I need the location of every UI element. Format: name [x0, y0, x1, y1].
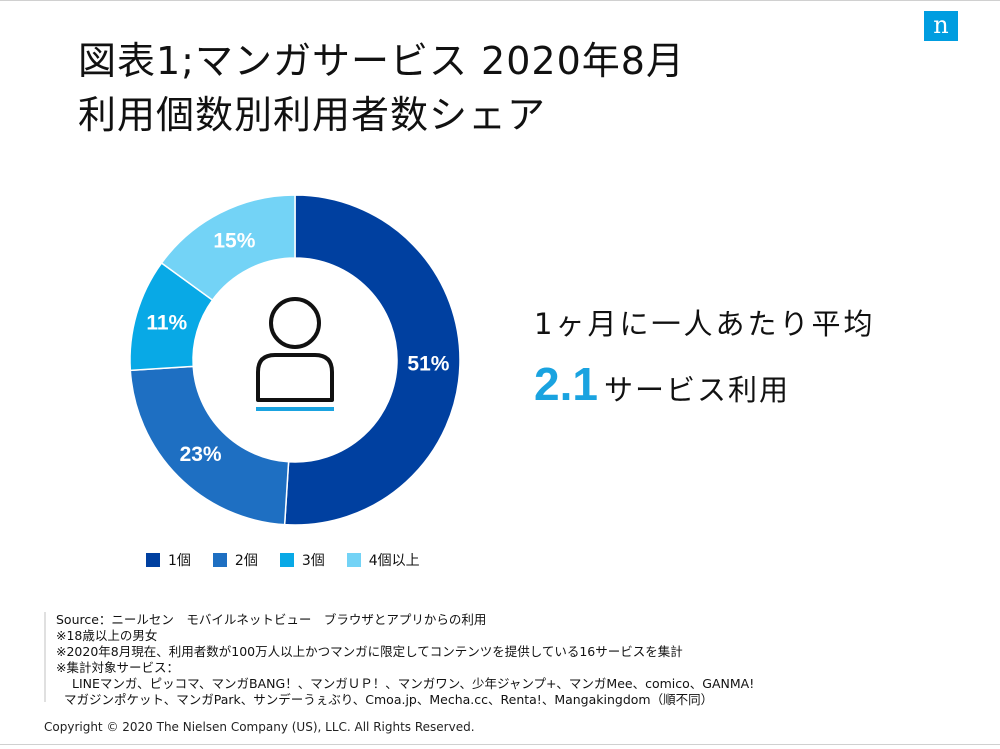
- legend-swatch: [346, 553, 361, 567]
- callout-unit: サービス利用: [603, 373, 790, 407]
- notes-bar: [44, 612, 46, 702]
- note-line: LINEマンガ、ピッコマ、マンガBANG！、マンガＵＰ！、マンガワン、少年ジャン…: [72, 676, 755, 691]
- legend-swatch: [212, 553, 227, 567]
- page-title: 図表1;マンガサービス 2020年8月 利用個数別利用者数シェア: [78, 34, 918, 142]
- bottom-rule: [0, 744, 1000, 745]
- legend-label: 1個: [168, 553, 191, 569]
- legend-item: 3個: [279, 550, 325, 570]
- legend-label: 2個: [234, 553, 258, 569]
- slice-label-3: 11%: [146, 311, 187, 334]
- copyright: Copyright © 2020 The Nielsen Company (US…: [44, 720, 475, 734]
- note-line: Source：ニールセン モバイルネットビュー ブラウザとアプリからの利用: [56, 612, 487, 627]
- legend-swatch: [279, 553, 294, 567]
- nielsen-logo: n: [924, 11, 958, 41]
- slice-label-1: 51%: [407, 353, 449, 376]
- note-line: ※18歳以上の男女: [56, 628, 158, 643]
- legend-label: 3個: [301, 553, 325, 569]
- legend-item: 2個: [212, 550, 258, 570]
- slice-label-4: 15%: [213, 230, 255, 253]
- legend-item: 1個: [146, 550, 191, 570]
- person-icon: [256, 297, 334, 411]
- note-line: ※2020年8月現在、利用者数が100万人以上かつマンガに限定してコンテンツを提…: [56, 644, 683, 659]
- donut-slice-1: [283, 194, 461, 526]
- note-line: ※集計対象サービス：: [56, 660, 179, 675]
- callout-number: 2.1: [534, 358, 598, 410]
- slice-label-2: 23%: [180, 443, 222, 466]
- chart-legend: 1個 2個 3個 4個以上: [146, 549, 442, 571]
- legend-swatch: [146, 553, 160, 567]
- legend-label: 4個以上: [368, 553, 420, 569]
- source-notes: Source：ニールセン モバイルネットビュー ブラウザとアプリからの利用 ※1…: [44, 612, 844, 708]
- donut-slice-4: [160, 194, 296, 302]
- callout-text: 1ヶ月に一人あたり平均: [534, 307, 876, 341]
- callout-stat: 2.1 サービス利用: [534, 357, 790, 411]
- title-line-2: 利用個数別利用者数シェア: [78, 93, 547, 137]
- legend-item: 4個以上: [346, 550, 420, 570]
- note-line: マガジンポケット、マンガPark、サンデーうぇぶり、Cmoa.jp、Mecha.…: [64, 692, 714, 707]
- top-rule: [0, 0, 1000, 1]
- donut-slice-2: [129, 365, 290, 526]
- title-line-1: 図表1;マンガサービス 2020年8月: [78, 39, 685, 83]
